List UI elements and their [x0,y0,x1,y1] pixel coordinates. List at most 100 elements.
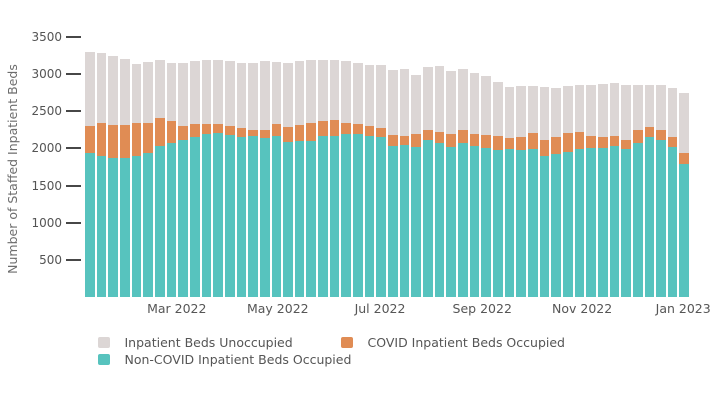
bar-segment-covid-occupied[interactable] [329,120,340,136]
bar[interactable] [108,56,118,297]
bar-segment-unoccupied[interactable] [399,69,410,137]
bar-segment-unoccupied[interactable] [434,65,445,132]
bar-segment-unoccupied[interactable] [248,63,258,131]
bar-segment-unoccupied[interactable] [108,56,118,126]
bar-segment-covid-occupied[interactable] [271,124,282,136]
bar-segment-unoccupied[interactable] [96,53,107,124]
bar-segment-unoccupied[interactable] [481,76,491,136]
bar[interactable] [364,64,375,297]
bar-segment-noncovid-occupied[interactable] [562,151,573,297]
bar[interactable] [679,93,690,297]
bar-segment-noncovid-occupied[interactable] [399,145,410,297]
bar-segment-noncovid-occupied[interactable] [108,158,118,297]
bar-segment-noncovid-occupied[interactable] [143,153,153,297]
bar[interactable] [562,85,573,297]
bar[interactable] [411,75,422,297]
bar-segment-noncovid-occupied[interactable] [423,139,433,297]
bar-segment-covid-occupied[interactable] [586,136,596,149]
bar-segment-covid-occupied[interactable] [632,129,643,144]
bar-segment-noncovid-occupied[interactable] [364,136,375,297]
bar-segment-unoccupied[interactable] [656,85,666,131]
bar[interactable] [597,84,608,297]
bar-segment-unoccupied[interactable] [364,64,375,127]
bar-segment-covid-occupied[interactable] [283,126,293,142]
bar-segment-unoccupied[interactable] [189,60,200,125]
bar-segment-noncovid-occupied[interactable] [644,137,655,297]
bar[interactable] [458,68,468,297]
bar[interactable] [399,69,410,297]
bar[interactable] [516,85,526,297]
bar[interactable] [621,85,631,297]
bar-segment-noncovid-occupied[interactable] [248,136,258,297]
bar-segment-covid-occupied[interactable] [189,124,200,137]
bar[interactable] [341,61,352,297]
bar-segment-unoccupied[interactable] [166,63,177,121]
bar[interactable] [143,61,153,297]
bar-segment-covid-occupied[interactable] [458,130,468,143]
bar-segment-unoccupied[interactable] [551,88,561,138]
bar-segment-noncovid-occupied[interactable] [597,148,608,297]
bar[interactable] [492,81,503,297]
bar[interactable] [189,60,200,297]
bar-segment-covid-occupied[interactable] [236,128,247,137]
bar-segment-noncovid-occupied[interactable] [201,133,212,297]
bar-segment-noncovid-occupied[interactable] [306,140,317,297]
bar-segment-unoccupied[interactable] [632,84,643,130]
bar[interactable] [586,85,596,297]
bar[interactable] [119,58,130,297]
bar-segment-covid-occupied[interactable] [341,122,352,135]
bar-segment-unoccupied[interactable] [586,85,596,137]
bar-segment-covid-occupied[interactable] [364,126,375,137]
bar-segment-covid-occupied[interactable] [248,130,258,137]
bar-segment-noncovid-occupied[interactable] [411,146,422,297]
bar-segment-covid-occupied[interactable] [178,126,188,140]
bar-segment-noncovid-occupied[interactable] [376,136,387,297]
bar-segment-covid-occupied[interactable] [574,131,585,150]
bar-segment-covid-occupied[interactable] [96,123,107,156]
legend-item-unoccupied[interactable]: Inpatient Beds Unoccupied [98,335,293,350]
bar-segment-covid-occupied[interactable] [539,139,550,156]
bar-segment-covid-occupied[interactable] [376,127,387,137]
bar[interactable] [481,76,491,297]
bar-segment-covid-occupied[interactable] [656,130,666,140]
bar[interactable] [318,60,328,297]
bar-segment-noncovid-occupied[interactable] [492,149,503,297]
bar[interactable] [131,64,142,297]
bar[interactable] [271,61,282,297]
bar-segment-unoccupied[interactable] [213,59,223,124]
bar[interactable] [213,59,223,297]
bar-segment-noncovid-occupied[interactable] [516,149,526,297]
bar-segment-unoccupied[interactable] [574,85,585,132]
bar-segment-unoccupied[interactable] [492,81,503,137]
bar-segment-noncovid-occupied[interactable] [119,157,130,297]
bar-segment-unoccupied[interactable] [539,86,550,140]
bar-segment-noncovid-occupied[interactable] [446,147,456,297]
bar-segment-covid-occupied[interactable] [201,123,212,134]
bar[interactable] [85,51,95,297]
bar[interactable] [294,60,305,297]
bar-segment-noncovid-occupied[interactable] [85,152,95,297]
bar-segment-covid-occupied[interactable] [131,123,142,156]
bar-segment-unoccupied[interactable] [306,59,317,123]
bar-segment-noncovid-occupied[interactable] [434,142,445,297]
bar[interactable] [353,62,363,297]
bar-segment-noncovid-occupied[interactable] [318,136,328,297]
bar-segment-noncovid-occupied[interactable] [609,145,620,297]
bar-segment-unoccupied[interactable] [621,85,631,140]
bar[interactable] [539,86,550,297]
bar-segment-covid-occupied[interactable] [85,126,95,153]
bar-segment-noncovid-occupied[interactable] [574,149,585,297]
bar-segment-covid-occupied[interactable] [166,120,177,144]
bar[interactable] [434,65,445,297]
bar-segment-covid-occupied[interactable] [423,129,433,140]
legend-item-covid-occupied[interactable]: COVID Inpatient Beds Occupied [341,335,565,350]
bar-segment-unoccupied[interactable] [119,58,130,126]
bar-segment-noncovid-occupied[interactable] [481,147,491,297]
bar-segment-noncovid-occupied[interactable] [294,141,305,297]
bar-segment-unoccupied[interactable] [562,85,573,134]
bar-segment-covid-occupied[interactable] [353,123,363,134]
bar[interactable] [248,63,258,297]
bar-segment-covid-occupied[interactable] [108,125,118,159]
bar[interactable] [259,61,270,297]
bar[interactable] [644,84,655,297]
